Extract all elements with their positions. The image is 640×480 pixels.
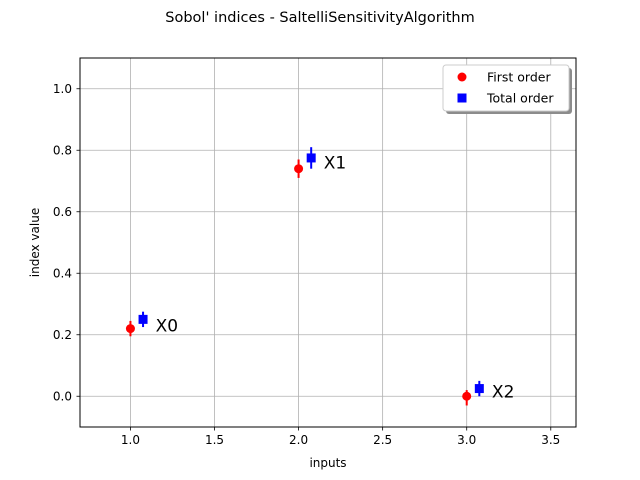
point-label: X0 [156,317,178,337]
total-order-point [138,314,148,324]
y-tick-label: 0.0 [53,390,72,404]
x-tick-label: 2.5 [373,433,392,447]
first-order-point [294,164,304,174]
first-order-point [462,391,472,401]
legend-total-order-marker [457,93,467,103]
x-tick-label: 2.0 [289,433,308,447]
plot-frame [79,57,577,428]
legend-label: Total order [486,91,554,106]
point-label: X1 [324,154,346,174]
point-label: X2 [492,383,514,403]
axis-ticks: 1.0 1.5 2.0 2.5 3.0 3.5 0.0 0.2 0.4 0.6 0.8 1.0 [53,82,560,447]
x-tick-label: 3.0 [457,433,476,447]
total-order-point [474,384,484,394]
x-axis-label: inputs [309,456,346,470]
legend: First order Total order [442,64,572,114]
y-tick-label: 1.0 [53,82,72,96]
legend-label: First order [487,70,551,85]
total-order-point [306,153,316,163]
first-order-point [125,324,135,334]
x-tick-label: 3.5 [541,433,560,447]
y-tick-label: 0.4 [53,267,72,281]
chart-title: Sobol' indices - SaltelliSensitivityAlgo… [165,10,474,26]
legend-first-order-marker [457,72,467,82]
y-tick-label: 0.6 [53,205,72,219]
x-tick-label: 1.0 [121,433,140,447]
legend-box [442,64,570,112]
y-axis-label: index value [28,208,42,277]
point-labels: X0 X1 X2 [156,154,515,403]
y-tick-label: 0.8 [53,144,72,158]
grid-lines [80,58,576,427]
data-marks [125,147,484,406]
y-tick-label: 0.2 [53,328,72,342]
x-tick-label: 1.5 [205,433,224,447]
